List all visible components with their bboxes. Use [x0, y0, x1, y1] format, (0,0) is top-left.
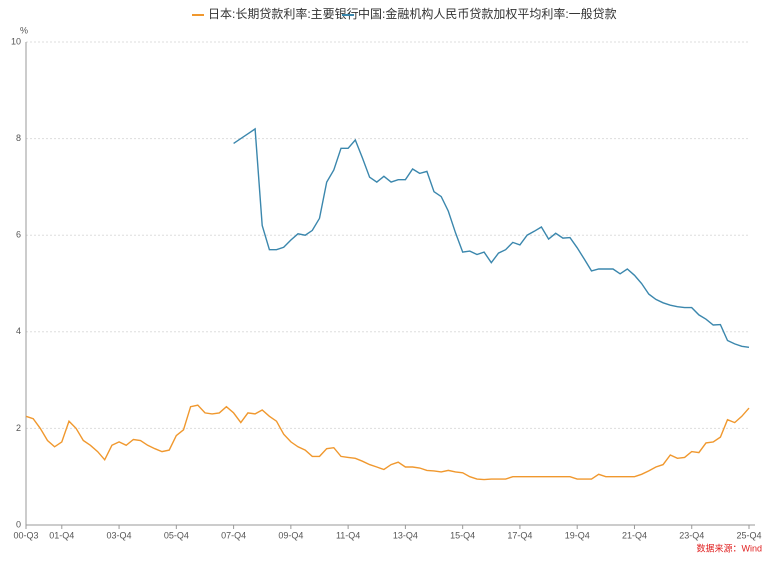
- y-tick-label: 6: [16, 230, 21, 240]
- x-tick-label: 00-Q3: [13, 530, 38, 540]
- x-tick-label: 09-Q4: [278, 530, 303, 540]
- y-tick-label: 0: [16, 519, 21, 529]
- source-note: 数据来源：Wind: [696, 542, 762, 553]
- x-tick-label: 17-Q4: [507, 530, 532, 540]
- legend-label: 中国:金融机构人民币贷款加权平均利率:一般贷款: [358, 6, 617, 21]
- x-tick-label: 19-Q4: [565, 530, 590, 540]
- y-tick-label: 8: [16, 133, 21, 143]
- y-tick-label: 4: [16, 326, 21, 336]
- x-tick-label: 13-Q4: [393, 530, 418, 540]
- x-tick-label: 03-Q4: [107, 530, 132, 540]
- x-tick-label: 15-Q4: [450, 530, 475, 540]
- y-tick-label: 10: [11, 36, 21, 46]
- x-tick-label: 05-Q4: [164, 530, 189, 540]
- series-line: [25, 404, 750, 481]
- x-tick-label: 23-Q4: [679, 530, 704, 540]
- x-tick-label: 07-Q4: [221, 530, 246, 540]
- x-tick-label: 11-Q4: [336, 530, 360, 540]
- y-unit: %: [20, 25, 28, 35]
- legend-label: 日本:长期贷款利率:主要银行: [208, 6, 359, 21]
- x-tick-label: 01-Q4: [49, 530, 74, 540]
- x-tick-label: 25-Q4: [736, 530, 761, 540]
- y-tick-label: 2: [16, 423, 21, 433]
- series-line: [233, 127, 750, 348]
- x-tick-label: 21-Q4: [622, 530, 647, 540]
